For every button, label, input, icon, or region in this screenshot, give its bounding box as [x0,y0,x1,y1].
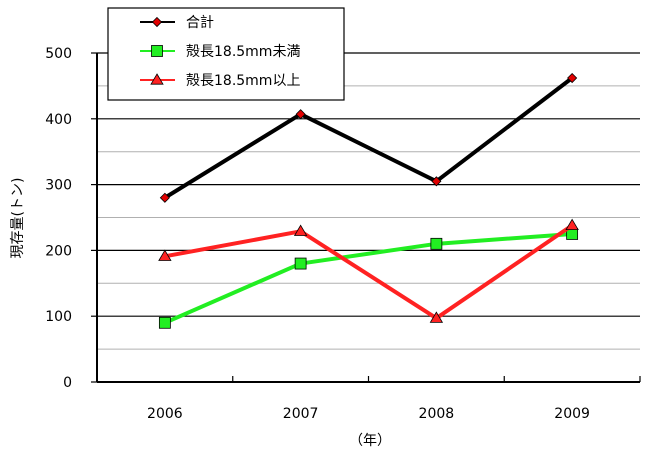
legend-box [107,7,345,101]
data-point [429,311,444,323]
data-point [295,109,306,120]
y-tick-label: 100 [45,309,72,325]
legend-marker [151,45,163,57]
series-line [163,76,574,200]
tick-labels: 0 100 200 300 400 500 2006 2007 2008 2009 [45,46,590,422]
legend-item: 殻長18.5mm以上 [140,73,300,89]
data-point [158,249,172,261]
axes [91,52,641,383]
data-point [293,224,308,236]
legend-item: 殻長18.5mm未満 [140,44,300,60]
data-point [159,192,170,203]
data-point [431,176,442,187]
x-axis-title: （年） [349,433,391,449]
series-3 [158,218,579,323]
data-point [294,257,307,270]
series-1 [159,72,578,203]
x-tick-label: 2007 [283,406,319,422]
legend-item: 合計 [140,15,214,31]
y-axis-title: 現存量(トン) [10,178,26,259]
legend-label: 合計 [186,15,214,31]
y-tick-label: 400 [45,112,72,128]
series-line [164,231,573,325]
data-point [158,316,171,329]
legend-marker [151,16,163,28]
legend-marker [150,73,164,85]
data-point [567,72,578,84]
legend-label: 殻長18.5mm未満 [186,44,300,60]
series-2 [158,228,579,329]
y-tick-label: 0 [63,375,72,391]
x-tick-label: 2006 [147,406,183,422]
series-lines [158,72,579,329]
y-tick-label: 200 [45,243,72,259]
x-tick-label: 2008 [419,406,455,422]
y-tick-label: 500 [45,46,72,62]
x-tick-label: 2009 [554,406,590,422]
data-point [565,218,579,230]
y-tick-label: 300 [45,178,72,194]
series-line [164,223,574,321]
data-point [430,237,443,250]
legend-label: 殻長18.5mm以上 [186,73,300,89]
